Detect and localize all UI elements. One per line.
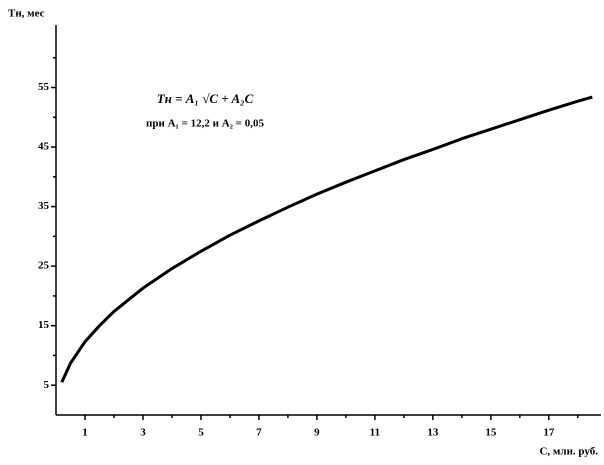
formula: Tн = A₁ √C + A₂C [157, 91, 254, 106]
x-tick-label: 1 [82, 427, 88, 439]
y-tick-label: 25 [38, 260, 50, 272]
x-tick-label: 15 [485, 427, 497, 439]
y-tick-label: 15 [38, 319, 50, 331]
x-tick-label: 3 [140, 427, 146, 439]
line-series [60, 95, 593, 383]
y-tick-label: 5 [44, 379, 50, 391]
x-tick-label: 5 [198, 427, 204, 439]
x-tick-label: 9 [314, 427, 320, 439]
x-tick-label: 11 [370, 427, 380, 439]
x-tick-label: 7 [256, 427, 262, 439]
x-tick-label: 17 [543, 427, 555, 439]
y-axis-label: Tн, мес [8, 8, 45, 20]
x-axis-label: C, млн. руб. [539, 446, 598, 458]
formula-params: при A₁ = 12,2 и A₂ = 0,05 [146, 118, 264, 130]
y-tick-label: 35 [38, 200, 50, 212]
y-tick-label: 45 [38, 141, 50, 153]
y-tick-label: 55 [38, 81, 50, 93]
x-tick-label: 13 [427, 427, 439, 439]
